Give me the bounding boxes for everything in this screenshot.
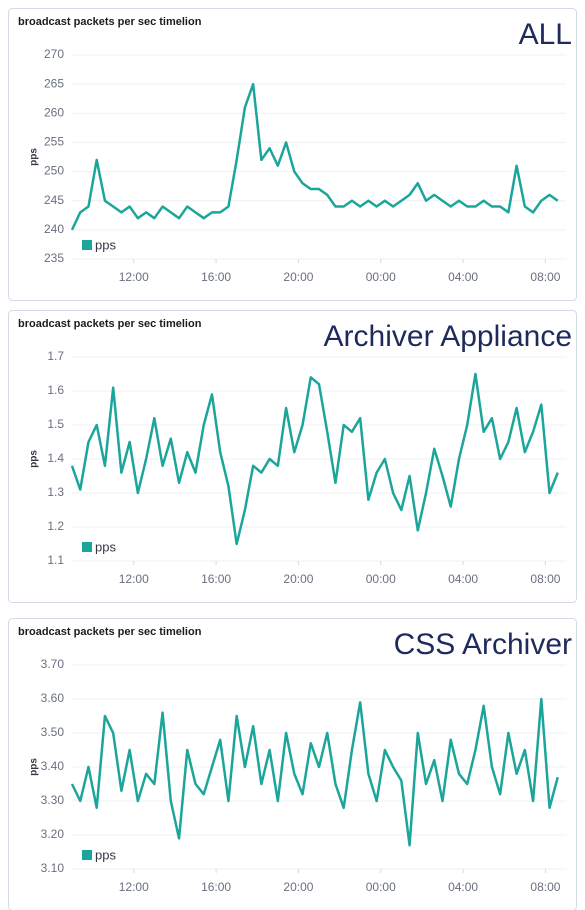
legend-swatch [82, 240, 92, 250]
x-tick-label: 16:00 [201, 270, 231, 284]
legend-swatch [82, 542, 92, 552]
x-tick-label: 08:00 [530, 572, 560, 586]
y-tick-label: 235 [44, 251, 64, 265]
x-tick-label: 08:00 [530, 880, 560, 894]
y-tick-label: 1.4 [47, 451, 64, 465]
legend-label: pps [95, 539, 116, 554]
data-line [70, 82, 559, 231]
chart-title: broadcast packets per sec timelion [18, 16, 202, 28]
x-tick-label: 00:00 [366, 572, 396, 586]
chart-annotation: Archiver Appliance [324, 320, 572, 353]
y-tick-label: 1.5 [47, 417, 64, 431]
y-tick-label: 1.3 [47, 485, 64, 499]
y-tick-label: 1.7 [47, 349, 64, 363]
legend-swatch [82, 850, 92, 860]
x-tick-label: 12:00 [119, 880, 149, 894]
x-tick-label: 20:00 [283, 880, 313, 894]
x-tick-label: 12:00 [119, 270, 149, 284]
x-tick-label: 20:00 [283, 270, 313, 284]
y-tick-label: 3.70 [41, 657, 65, 671]
y-axis-label: pps [29, 148, 40, 166]
y-tick-label: 3.50 [41, 725, 65, 739]
x-tick-label: 12:00 [119, 572, 149, 586]
x-tick-label: 00:00 [366, 880, 396, 894]
y-tick-label: 3.10 [41, 861, 65, 875]
x-tick-label: 16:00 [201, 572, 231, 586]
x-tick-label: 20:00 [283, 572, 313, 586]
chart-panel: broadcast packets per sec timelion Archiv… [8, 310, 577, 603]
panel-frame [8, 8, 577, 301]
chart-panel: broadcast packets per sec timelion ALL 235… [8, 8, 577, 301]
x-tick-label: 04:00 [448, 880, 478, 894]
y-axis-label: pps [29, 450, 40, 468]
x-tick-label: 16:00 [201, 880, 231, 894]
legend-label: pps [95, 847, 116, 862]
y-tick-label: 3.20 [41, 827, 65, 841]
data-line [70, 372, 559, 546]
y-tick-label: 250 [44, 164, 64, 178]
x-tick-label: 04:00 [448, 572, 478, 586]
y-tick-label: 255 [44, 135, 64, 149]
panel-frame [8, 310, 577, 603]
chart-panel: broadcast packets per sec timelion CSS Ar… [8, 618, 577, 910]
y-tick-label: 3.60 [41, 691, 65, 705]
chart-title: broadcast packets per sec timelion [18, 318, 202, 330]
legend-label: pps [95, 237, 116, 252]
chart-title: broadcast packets per sec timelion [18, 626, 202, 638]
y-tick-label: 3.40 [41, 759, 65, 773]
y-tick-label: 245 [44, 193, 64, 207]
x-tick-label: 00:00 [366, 270, 396, 284]
y-tick-label: 240 [44, 222, 64, 236]
y-tick-label: 1.2 [47, 519, 64, 533]
y-tick-label: 1.6 [47, 383, 64, 397]
chart-annotation: ALL [519, 18, 572, 51]
y-tick-label: 270 [44, 47, 64, 61]
y-axis-label: pps [29, 758, 40, 776]
data-line [70, 697, 559, 847]
chart-annotation: CSS Archiver [394, 628, 572, 661]
x-tick-label: 08:00 [530, 270, 560, 284]
x-tick-label: 04:00 [448, 270, 478, 284]
y-tick-label: 3.30 [41, 793, 65, 807]
y-tick-label: 1.1 [47, 553, 64, 567]
y-tick-label: 260 [44, 105, 64, 119]
y-tick-label: 265 [44, 76, 64, 90]
